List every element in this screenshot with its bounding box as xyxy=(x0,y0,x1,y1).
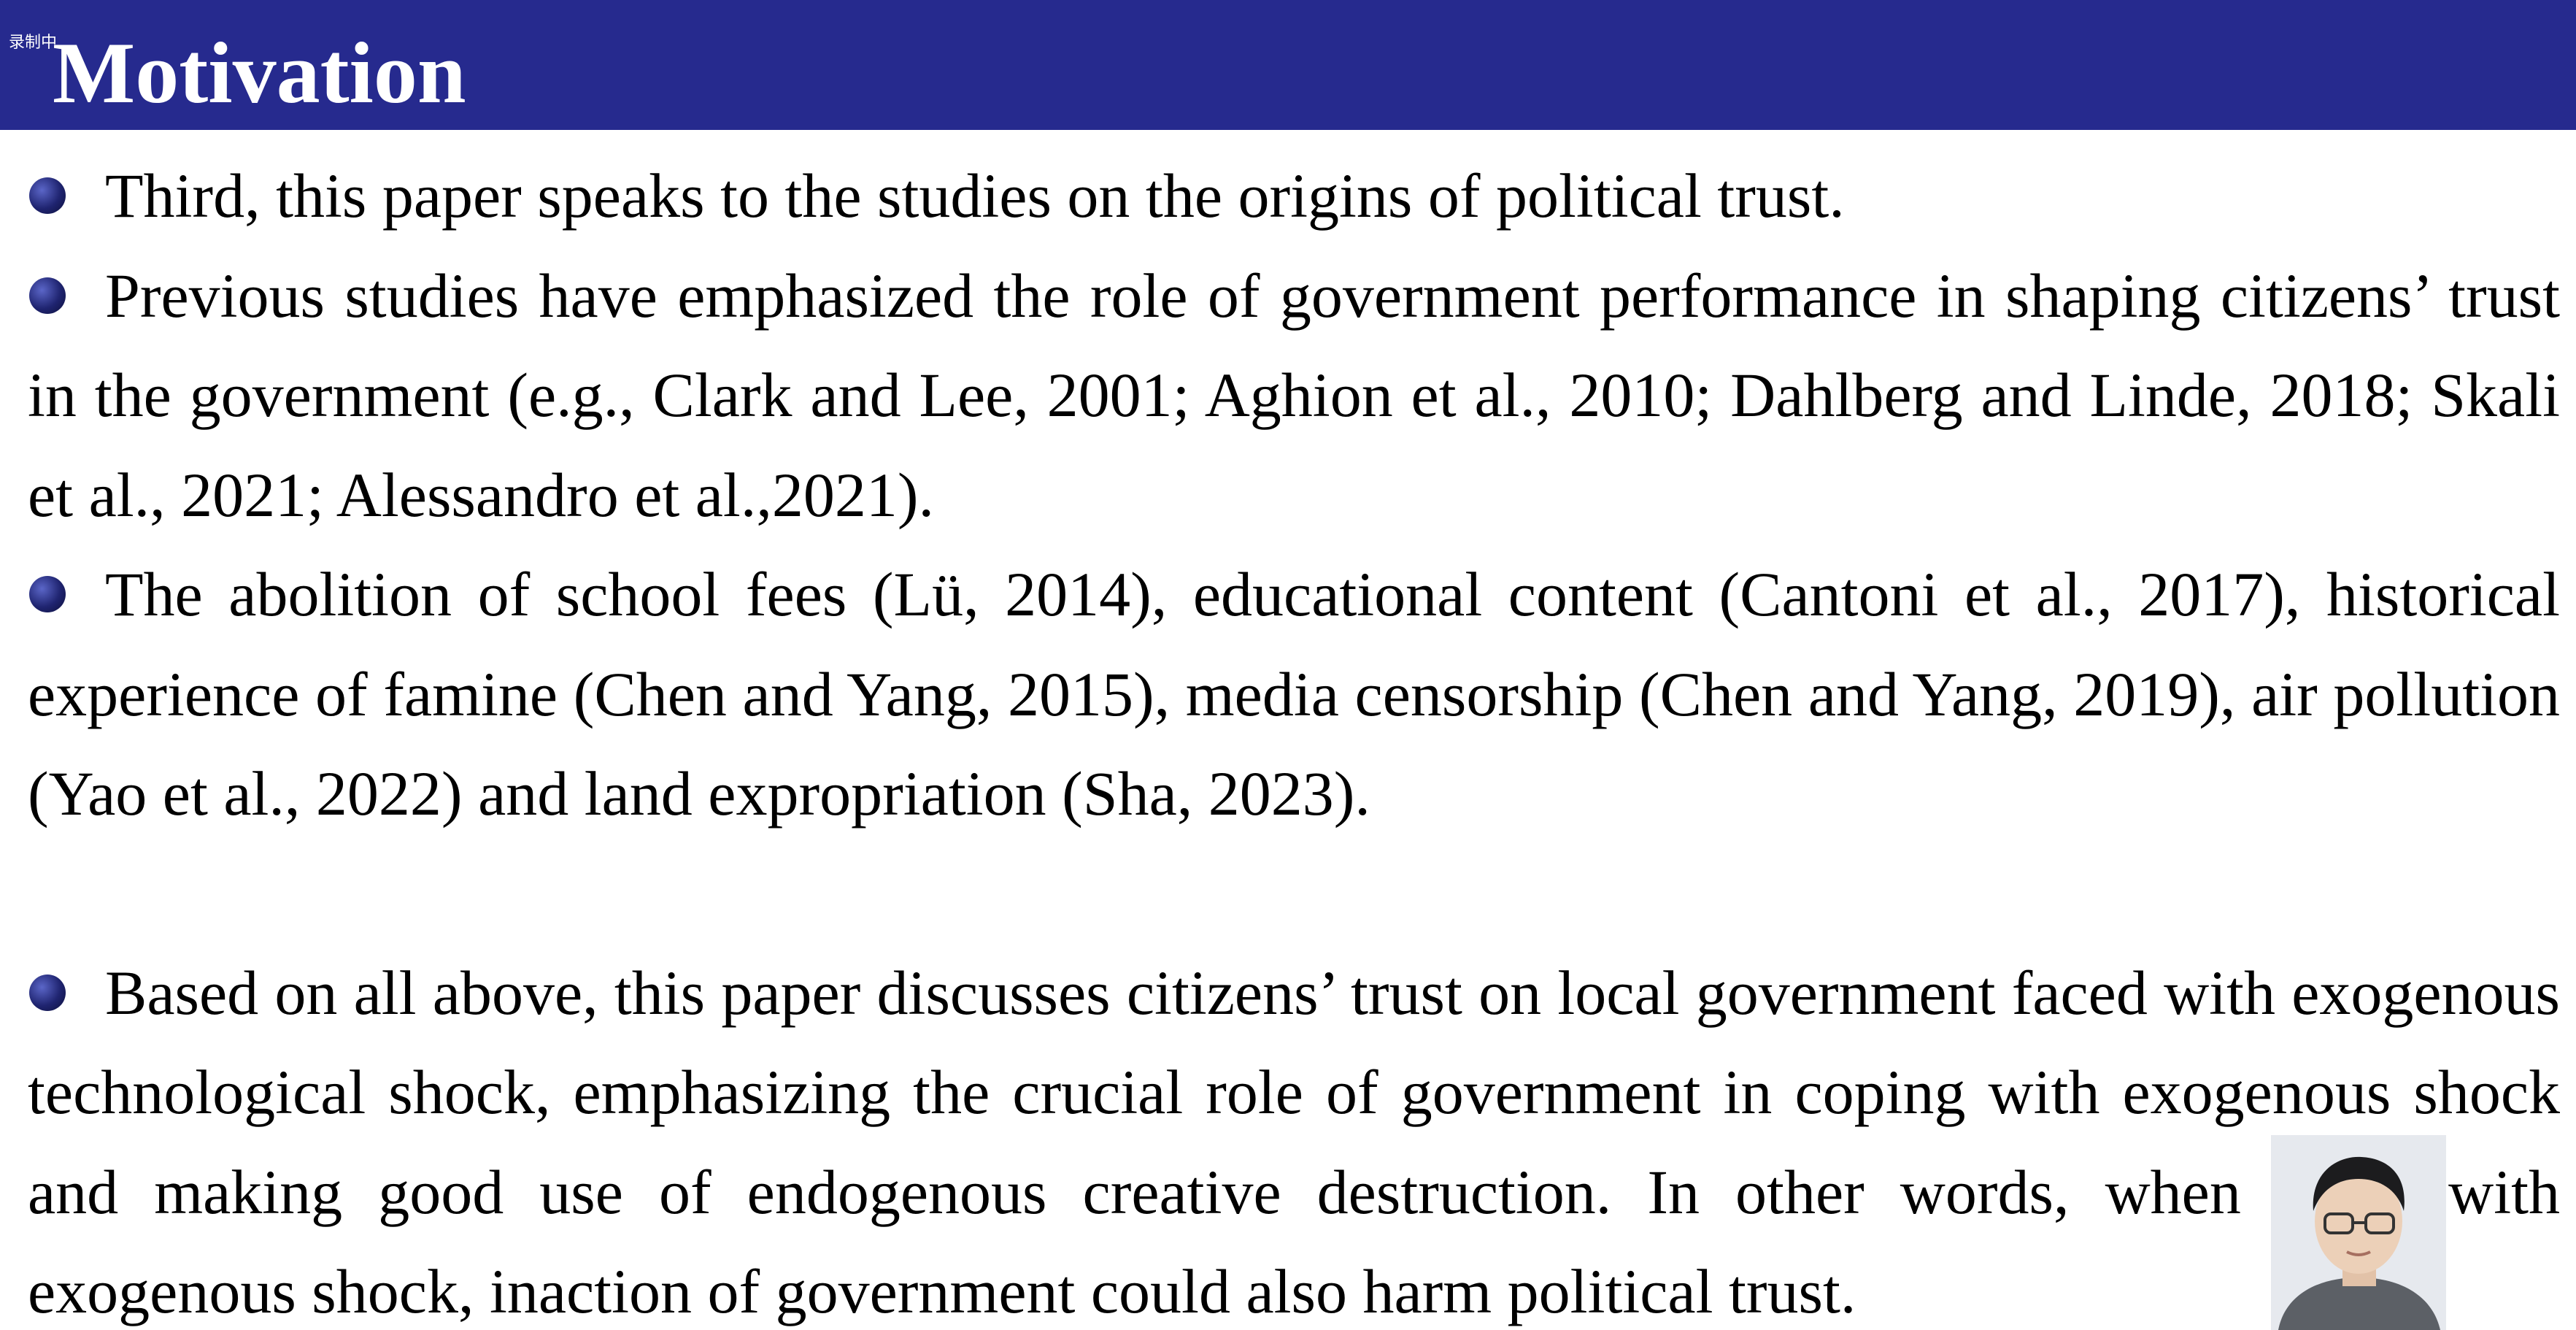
bullet-item: The abolition of school fees (Lü, 2014),… xyxy=(28,545,2560,844)
slide-body: Third, this paper speaks to the studies … xyxy=(28,146,2560,1330)
bullet-text: Previous studies have emphasized the rol… xyxy=(28,260,2560,530)
bullet-icon xyxy=(29,177,66,214)
bullet-text: Third, this paper speaks to the studies … xyxy=(105,161,1845,231)
presenter-icon xyxy=(2271,1135,2446,1330)
bullet-icon xyxy=(29,277,66,314)
bullet-icon xyxy=(29,576,66,612)
presenter-webcam-thumbnail[interactable] xyxy=(2271,1135,2446,1330)
bullet-icon xyxy=(29,974,66,1011)
bullet-item: Based on all above, this paper discusses… xyxy=(28,943,2560,1330)
bullet-item: Third, this paper speaks to the studies … xyxy=(28,146,2560,246)
recording-indicator: 录制中 xyxy=(9,34,58,52)
slide-title: Motivation xyxy=(53,24,466,121)
bullet-item: Previous studies have emphasized the rol… xyxy=(28,246,2560,545)
bullet-text: Based on all above, this paper discusses… xyxy=(28,957,2560,1327)
title-bar: 录制中 Motivation xyxy=(0,0,2576,130)
bullet-text: The abolition of school fees (Lü, 2014),… xyxy=(28,559,2560,829)
